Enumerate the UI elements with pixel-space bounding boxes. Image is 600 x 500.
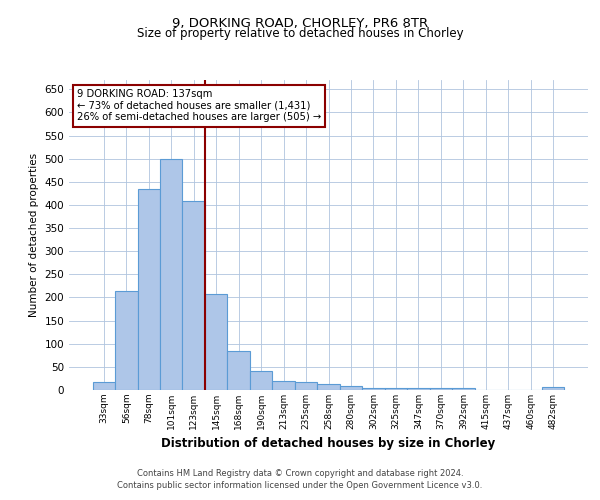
Bar (317, 384, 340, 390)
Text: Contains public sector information licensed under the Open Government Licence v3: Contains public sector information licen… (118, 481, 482, 490)
Bar (205, 294, 227, 390)
Bar (182, 201, 205, 390)
Bar (227, 350, 250, 390)
Text: 9 DORKING ROAD: 137sqm
← 73% of detached houses are smaller (1,431)
26% of semi-: 9 DORKING ROAD: 137sqm ← 73% of detached… (77, 90, 321, 122)
Bar (385, 388, 407, 390)
Text: 9, DORKING ROAD, CHORLEY, PR6 8TR: 9, DORKING ROAD, CHORLEY, PR6 8TR (172, 18, 428, 30)
Bar (92, 382, 115, 390)
Bar (295, 382, 317, 390)
Bar (160, 158, 182, 390)
Bar (362, 388, 385, 390)
Bar (542, 387, 565, 390)
Bar (452, 388, 475, 390)
Bar (115, 292, 137, 390)
Text: Contains HM Land Registry data © Crown copyright and database right 2024.: Contains HM Land Registry data © Crown c… (137, 468, 463, 477)
Bar (272, 380, 295, 390)
Text: Size of property relative to detached houses in Chorley: Size of property relative to detached ho… (137, 28, 463, 40)
Bar (430, 388, 452, 390)
Bar (137, 188, 160, 390)
Bar (407, 388, 430, 390)
X-axis label: Distribution of detached houses by size in Chorley: Distribution of detached houses by size … (161, 438, 496, 450)
Y-axis label: Number of detached properties: Number of detached properties (29, 153, 39, 317)
Bar (340, 386, 362, 390)
Bar (250, 372, 272, 390)
